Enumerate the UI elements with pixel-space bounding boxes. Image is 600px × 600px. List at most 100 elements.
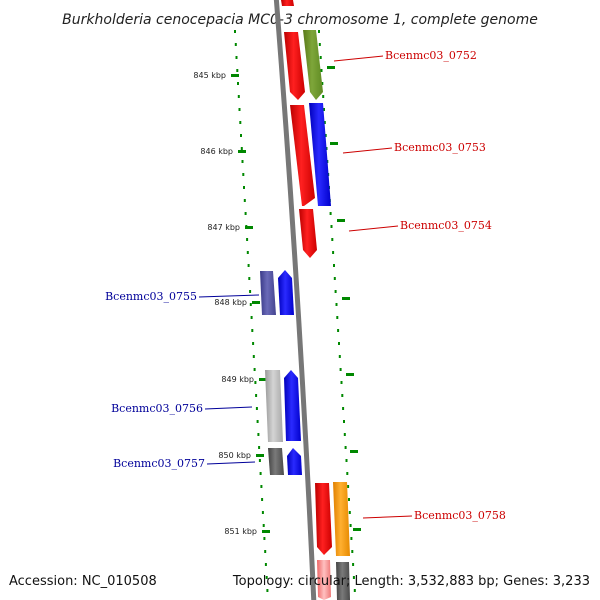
gene-arrow-0752-a (284, 32, 305, 100)
scale-dot (260, 485, 263, 488)
scale-dot (335, 303, 338, 306)
gene-arrow-0754 (299, 209, 317, 258)
tick-mark (231, 74, 239, 77)
scale-dot (352, 563, 355, 566)
scale-dot (336, 316, 339, 319)
gene-arrow-partial (302, 0, 312, 4)
scale-dot (331, 238, 334, 241)
tick-mark (252, 301, 260, 304)
tick-mark (245, 226, 253, 229)
tick-mark (262, 530, 270, 533)
scale-dot (249, 303, 252, 306)
tick-mark (256, 454, 264, 457)
gene-arrow-0755-b (278, 270, 294, 315)
scale-dot (258, 446, 261, 449)
scale-dot (249, 290, 252, 293)
scale-dot (339, 368, 342, 371)
gene-labels: Bcenmc03_0752 Bcenmc03_0753 Bcenmc03_0754 B… (105, 49, 506, 522)
gene-arrow-partial (317, 560, 331, 600)
gene-label[interactable]: Bcenmc03_0753 (394, 141, 486, 154)
scale-dot (240, 147, 243, 150)
scale-dot (330, 225, 333, 228)
scale-dot (246, 251, 249, 254)
scale-dot (250, 316, 253, 319)
scale-dot (252, 342, 255, 345)
tick-label: 851 kbp (224, 527, 257, 536)
scale-dot (323, 121, 326, 124)
scale-dot (251, 329, 254, 332)
scale-dot (253, 368, 256, 371)
tick-mark (346, 373, 354, 376)
scale-dot (259, 472, 262, 475)
gene-label[interactable]: Bcenmc03_0756 (111, 402, 203, 415)
gene-label[interactable]: Bcenmc03_0755 (105, 290, 197, 303)
scale-dot (349, 524, 352, 527)
gene-arrow-0758-a (315, 483, 332, 555)
scale-dot (247, 264, 250, 267)
scale-dot (338, 342, 340, 345)
tick-mark (238, 150, 246, 153)
tick-label: 846 kbp (200, 147, 233, 156)
scale-dot (248, 277, 251, 280)
scale-dot (234, 43, 237, 46)
tick-label: 847 kbp (207, 223, 240, 232)
scale-dot (256, 420, 259, 423)
tick-label: 849 kbp (221, 375, 254, 384)
scale-dot (332, 251, 335, 254)
scale-dot (263, 537, 266, 540)
label-leader-line (206, 461, 256, 465)
gene-arrow-0758-b (333, 482, 350, 556)
label-leader-line (333, 55, 384, 62)
gene-arrow-0752-b (303, 30, 323, 100)
scale-dot (240, 134, 242, 137)
scale-dot (350, 537, 353, 540)
scale-dot (344, 446, 347, 449)
scale-dot (243, 199, 246, 202)
scale-dot (264, 563, 267, 566)
scale-dot (239, 121, 242, 124)
scale-dot (266, 589, 269, 592)
scale-ticks-right (327, 66, 361, 531)
scale-dot (261, 498, 264, 501)
gene-arrow-partial (281, 0, 294, 6)
scale-dot (320, 69, 323, 72)
gene-arrow-partial (336, 562, 350, 600)
scale-dot (242, 173, 245, 176)
gene-arrow-0757-a (268, 448, 284, 475)
gene-arrow-0756-a (265, 370, 283, 442)
scale-dot (235, 56, 238, 59)
tick-label: 845 kbp (193, 71, 226, 80)
scale-dot (323, 108, 325, 111)
label-leader-line (204, 406, 253, 410)
scale-dot (346, 472, 349, 475)
scale-dot (238, 108, 241, 111)
map-title: Burkholderia cenocepacia MC0-3 chromosom… (62, 12, 538, 28)
tick-mark (327, 66, 335, 69)
scale-ticks: 845 kbp 846 kbp 847 kbp 848 kbp 849 kbp 850 k… (193, 71, 270, 536)
scale-dot (345, 459, 348, 462)
scale-dot (338, 355, 341, 358)
scale-dot (333, 277, 336, 280)
scale-dot (318, 30, 320, 33)
gene-label[interactable]: Bcenmc03_0754 (400, 219, 492, 232)
gene-label[interactable]: Bcenmc03_0752 (385, 49, 477, 62)
scale-dot (351, 550, 354, 553)
scale-dot (322, 95, 325, 98)
scale-dot (347, 485, 350, 488)
scale-dot (264, 550, 267, 553)
scale-dot (244, 212, 247, 215)
scale-dot (258, 459, 261, 462)
scale-dot (254, 381, 257, 384)
scale-dot (329, 212, 332, 215)
tick-mark (330, 142, 338, 145)
gene-label[interactable]: Bcenmc03_0757 (113, 457, 205, 470)
scale-dot (261, 511, 264, 514)
gene-label[interactable]: Bcenmc03_0758 (414, 509, 506, 522)
label-leader-line (362, 515, 413, 519)
scale-dot (321, 82, 324, 85)
scale-dot (319, 56, 322, 59)
scale-dot (243, 186, 245, 189)
scale-dot (237, 82, 239, 85)
label-leader-line (348, 225, 399, 232)
